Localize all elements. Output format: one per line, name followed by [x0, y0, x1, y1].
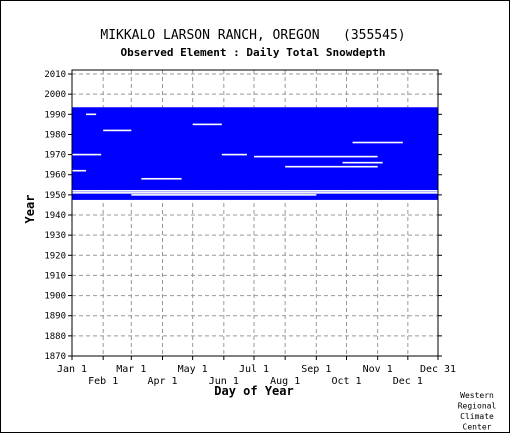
- credit-line: Climate: [460, 412, 494, 421]
- y-tick-label: 1870: [44, 352, 66, 362]
- credit-line: Regional: [458, 402, 497, 411]
- y-axis-label: Year: [23, 195, 37, 224]
- x-tick-label: Feb 1: [88, 376, 118, 387]
- data-gap: [103, 129, 132, 132]
- data-gap: [285, 165, 378, 168]
- data-gap: [342, 161, 383, 164]
- x-tick-label: Dec 1: [393, 376, 423, 387]
- y-tick-label: 1920: [44, 251, 66, 261]
- y-tick-label: 1940: [44, 211, 66, 221]
- x-axis-label: Day of Year: [214, 384, 293, 398]
- data-gap: [253, 155, 378, 158]
- credit-line: Center: [463, 423, 492, 432]
- x-tick-label: Aug 1: [270, 376, 300, 387]
- x-tick-label: May 1: [178, 364, 208, 375]
- data-gap: [131, 194, 317, 196]
- y-tick-label: 1990: [44, 110, 66, 120]
- y-tick-label: 1900: [44, 292, 66, 302]
- y-tick-label: 1960: [44, 171, 66, 181]
- data-gap: [72, 192, 438, 194]
- y-tick-label: 1970: [44, 151, 66, 161]
- data-gap: [221, 153, 247, 156]
- credit-line: Western: [460, 391, 494, 400]
- y-tick-label: 1930: [44, 231, 66, 241]
- y-tick-label: 1980: [44, 130, 66, 140]
- observed-block: [72, 107, 438, 192]
- y-tick-label: 1950: [44, 191, 66, 201]
- x-tick-label: Mar 1: [116, 364, 146, 375]
- data-gap: [72, 169, 87, 172]
- x-tick-label: Jul 1: [239, 364, 269, 375]
- data-gap: [72, 190, 438, 192]
- x-tick-label: Sep 1: [301, 364, 331, 375]
- x-tick-label: Apr 1: [147, 376, 177, 387]
- chart-subtitle: Observed Element : Daily Total Snowdepth: [121, 46, 386, 59]
- x-tick-label: Nov 1: [363, 364, 393, 375]
- chart-title: MIKKALO LARSON RANCH, OREGON (355545): [100, 28, 405, 43]
- x-tick-label: Jun 1: [209, 376, 239, 387]
- y-tick-label: 1890: [44, 312, 66, 322]
- y-tick-label: 2000: [44, 90, 66, 100]
- data-gap: [72, 153, 102, 156]
- x-tick-label: Dec 31: [420, 364, 456, 375]
- data-gap: [192, 123, 222, 126]
- x-tick-label: Oct 1: [331, 376, 361, 387]
- plot-border: [71, 69, 439, 357]
- x-tick-label: Jan 1: [57, 364, 87, 375]
- data-gap: [352, 141, 403, 144]
- y-tick-label: 1910: [44, 271, 66, 281]
- data-gap: [141, 177, 182, 180]
- data-gap: [86, 113, 97, 116]
- y-tick-label: 1880: [44, 332, 66, 342]
- y-tick-label: 2010: [44, 70, 66, 80]
- observed-block: [72, 191, 438, 200]
